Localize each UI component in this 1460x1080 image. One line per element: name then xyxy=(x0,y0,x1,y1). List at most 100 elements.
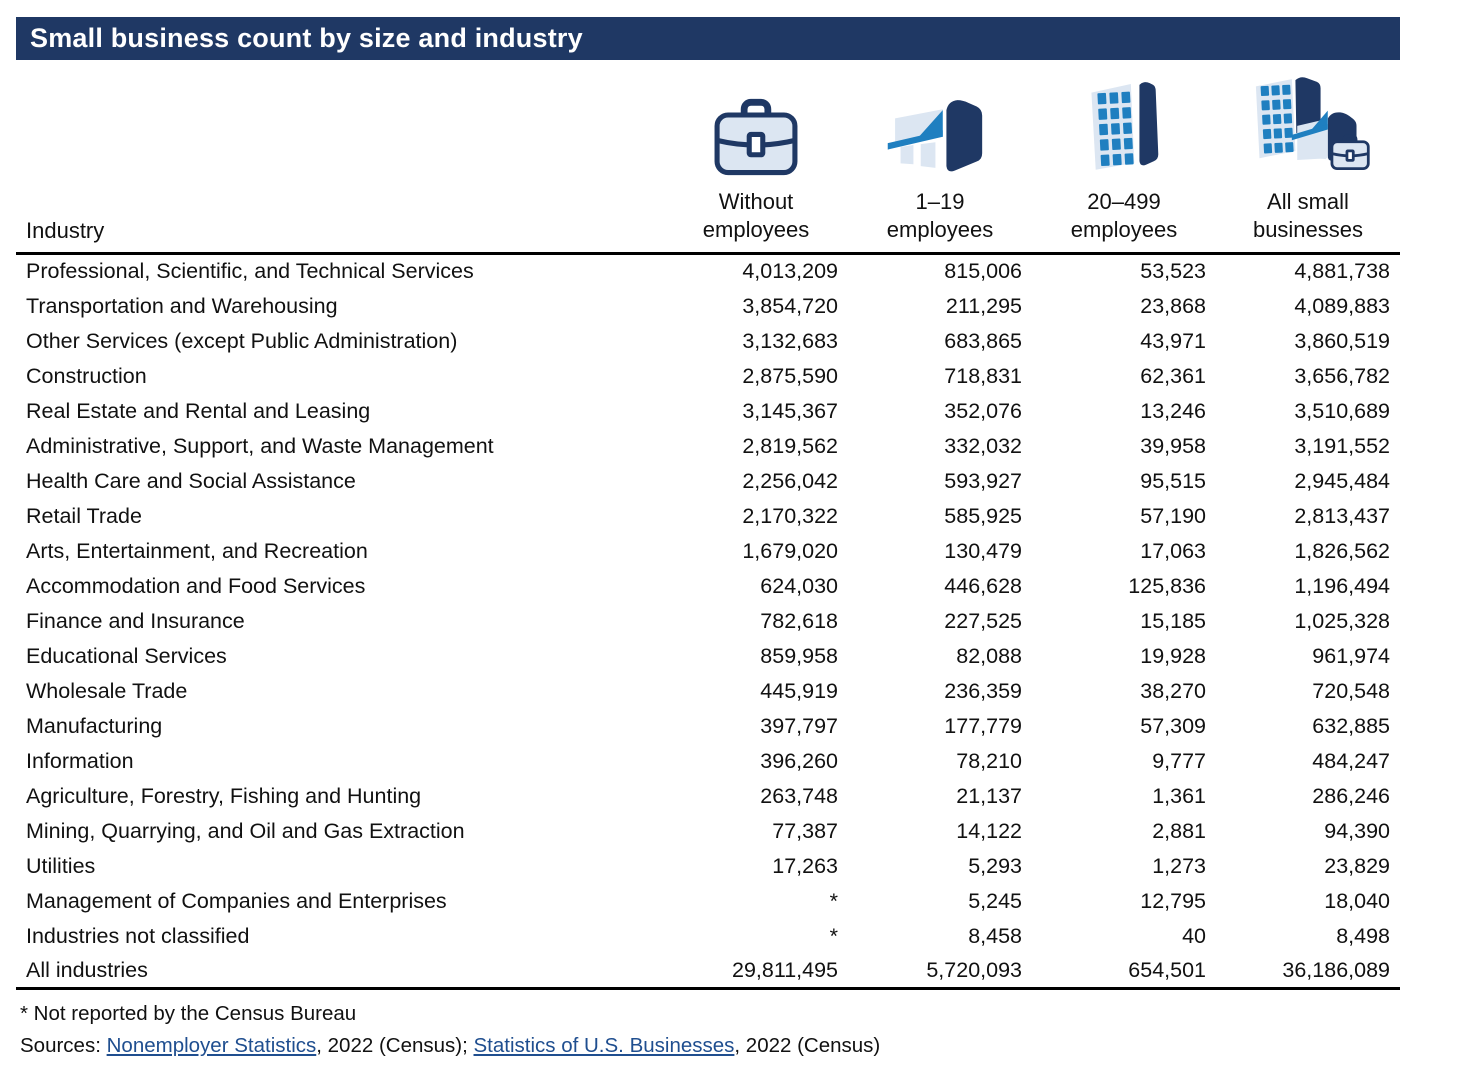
value-cell: 3,145,367 xyxy=(742,398,838,423)
table-row: Mining, Quarrying, and Oil and Gas Extra… xyxy=(16,814,1400,849)
value-cell: 2,256,042 xyxy=(742,468,838,493)
value-cell: 632,885 xyxy=(1312,713,1390,738)
table-row: Transportation and Warehousing 3,854,720… xyxy=(16,289,1400,324)
value-cell: 17,063 xyxy=(1140,538,1206,563)
value-cell: 352,076 xyxy=(944,398,1022,423)
table-body: Professional, Scientific, and Technical … xyxy=(16,254,1400,990)
value-cell: 236,359 xyxy=(944,678,1022,703)
industry-cell: Wholesale Trade xyxy=(26,678,188,703)
value-cell: 4,013,209 xyxy=(742,259,838,284)
industry-cell: Transportation and Warehousing xyxy=(26,293,338,318)
table-row: Real Estate and Rental and Leasing 3,145… xyxy=(16,394,1400,429)
value-cell: 3,854,720 xyxy=(742,293,838,318)
industry-cell: Professional, Scientific, and Technical … xyxy=(26,259,474,284)
sources-prefix: Sources: xyxy=(20,1034,107,1057)
value-cell: 13,246 xyxy=(1140,398,1206,423)
industry-cell: Management of Companies and Enterprises xyxy=(26,888,447,913)
column-header-20-499-employees: 20–499 employees xyxy=(1032,66,1216,255)
value-cell: 177,779 xyxy=(944,713,1022,738)
value-cell: 815,006 xyxy=(944,259,1022,284)
table-row: Industries not classified * 8,458 40 8,4… xyxy=(16,919,1400,954)
all-businesses-icon xyxy=(1216,66,1400,178)
value-cell: 2,819,562 xyxy=(742,433,838,458)
value-cell: 3,132,683 xyxy=(742,328,838,353)
figure: Small business count by size and industr… xyxy=(16,17,1400,1057)
industry-cell: Other Services (except Public Administra… xyxy=(26,328,458,353)
value-cell: 718,831 xyxy=(944,363,1022,388)
value-cell: 211,295 xyxy=(945,293,1022,318)
industry-cell: Accommodation and Food Services xyxy=(26,573,366,598)
value-cell: 396,260 xyxy=(760,748,838,773)
industry-cell: Utilities xyxy=(26,853,96,878)
page-title: Small business count by size and industr… xyxy=(16,17,1400,60)
value-cell: * xyxy=(829,923,838,948)
table-row: Educational Services 859,958 82,088 19,9… xyxy=(16,639,1400,674)
column-header-without-employees: Without employees xyxy=(664,66,848,255)
value-cell: 3,510,689 xyxy=(1294,398,1390,423)
value-cell: 4,881,738 xyxy=(1294,259,1390,284)
value-cell: 2,875,590 xyxy=(742,363,838,388)
column-label: Without employees xyxy=(702,189,810,242)
value-cell: 57,190 xyxy=(1140,503,1206,528)
value-cell: 18,040 xyxy=(1324,888,1390,913)
value-cell: 1,273 xyxy=(1152,853,1206,878)
value-cell: * xyxy=(829,888,838,913)
value-cell: 227,525 xyxy=(944,608,1022,633)
table-row: Accommodation and Food Services 624,030 … xyxy=(16,569,1400,604)
value-cell: 4,089,883 xyxy=(1294,293,1390,318)
table-row: Manufacturing 397,797 177,779 57,309 632… xyxy=(16,709,1400,744)
value-cell: 1,826,562 xyxy=(1294,538,1390,563)
value-cell: 15,185 xyxy=(1140,608,1206,633)
table-row: All industries 29,811,495 5,720,093 654,… xyxy=(16,953,1400,990)
industry-cell: Health Care and Social Assistance xyxy=(26,468,356,493)
table-row: Utilities 17,263 5,293 1,273 23,829 xyxy=(16,849,1400,884)
value-cell: 2,170,322 xyxy=(742,503,838,528)
value-cell: 445,919 xyxy=(760,678,838,703)
value-cell: 2,813,437 xyxy=(1294,503,1390,528)
value-cell: 1,361 xyxy=(1152,783,1206,808)
table-row: Retail Trade 2,170,322 585,925 57,190 2,… xyxy=(16,499,1400,534)
table-row: Management of Companies and Enterprises … xyxy=(16,884,1400,919)
nonemployer-statistics-link[interactable]: Nonemployer Statistics xyxy=(106,1034,317,1057)
value-cell: 38,270 xyxy=(1140,678,1206,703)
value-cell: 125,836 xyxy=(1128,573,1206,598)
industry-column-header: Industry xyxy=(16,66,664,255)
value-cell: 62,361 xyxy=(1140,363,1206,388)
footnote: * Not reported by the Census Bureau xyxy=(20,1002,357,1025)
value-cell: 21,137 xyxy=(956,783,1022,808)
value-cell: 14,122 xyxy=(956,818,1022,843)
value-cell: 3,656,782 xyxy=(1294,363,1390,388)
value-cell: 130,479 xyxy=(944,538,1022,563)
value-cell: 95,515 xyxy=(1140,468,1206,493)
value-cell: 624,030 xyxy=(760,573,838,598)
value-cell: 720,548 xyxy=(1312,678,1390,703)
table-row: Administrative, Support, and Waste Manag… xyxy=(16,429,1400,464)
value-cell: 40 xyxy=(1182,923,1206,948)
statistics-of-us-businesses-link[interactable]: Statistics of U.S. Businesses xyxy=(473,1034,735,1057)
sources-between: , 2022 (Census); xyxy=(316,1034,474,1057)
industry-cell: Administrative, Support, and Waste Manag… xyxy=(26,433,494,458)
value-cell: 683,865 xyxy=(944,328,1022,353)
value-cell: 53,523 xyxy=(1140,259,1206,284)
value-cell: 446,628 xyxy=(944,573,1022,598)
column-label: 1–19 employees xyxy=(886,189,994,242)
value-cell: 43,971 xyxy=(1140,328,1206,353)
value-cell: 5,720,093 xyxy=(848,953,1032,990)
industry-cell: Information xyxy=(26,748,134,773)
industry-cell: Construction xyxy=(26,363,147,388)
industry-cell: Real Estate and Rental and Leasing xyxy=(26,398,371,423)
value-cell: 29,811,495 xyxy=(664,953,848,990)
value-cell: 1,679,020 xyxy=(742,538,838,563)
value-cell: 859,958 xyxy=(760,643,838,668)
industry-cell: Arts, Entertainment, and Recreation xyxy=(26,538,368,563)
value-cell: 654,501 xyxy=(1032,953,1216,990)
value-cell: 82,088 xyxy=(956,643,1022,668)
value-cell: 36,186,089 xyxy=(1216,953,1400,990)
value-cell: 593,927 xyxy=(944,468,1022,493)
value-cell: 8,458 xyxy=(968,923,1022,948)
value-cell: 263,748 xyxy=(760,783,838,808)
table-row: Other Services (except Public Administra… xyxy=(16,324,1400,359)
value-cell: 77,387 xyxy=(772,818,838,843)
table-row: Arts, Entertainment, and Recreation 1,67… xyxy=(16,534,1400,569)
value-cell: 1,025,328 xyxy=(1294,608,1390,633)
